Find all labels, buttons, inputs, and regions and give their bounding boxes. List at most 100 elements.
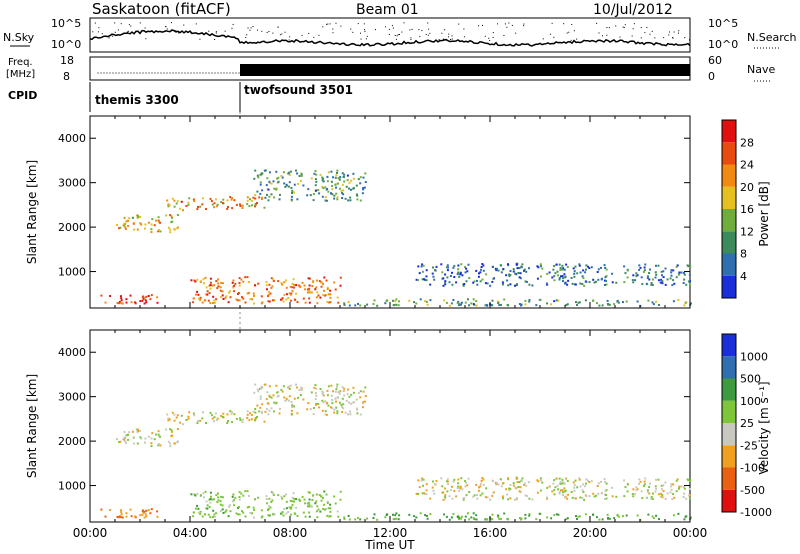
power-echo-cell: [193, 200, 196, 203]
power-echo-cell: [435, 265, 438, 268]
power-echo-cell: [336, 182, 339, 185]
power-echo-cell: [613, 303, 616, 306]
velocity-echo-cell: [611, 486, 614, 489]
velocity-echo-cell: [119, 440, 122, 443]
power-echo-cell: [660, 270, 663, 273]
velocity-echo-cell: [196, 504, 199, 507]
velocity-echo-cell: [445, 515, 448, 518]
power-echo-cell: [125, 220, 128, 223]
noise-right-tick-bottom: 10^0: [708, 38, 738, 51]
velocity-echo-cell: [518, 517, 521, 519]
noise-search-dot: [250, 27, 252, 29]
power-echo-cell: [147, 221, 150, 224]
velocity-echo-cell: [661, 496, 664, 499]
velocity-echo-cell: [584, 513, 587, 516]
velocity-echo-cell: [288, 387, 291, 390]
power-ytick-label: 1000: [58, 266, 86, 279]
velocity-echo-cell: [475, 514, 478, 517]
power-echo-cell: [129, 294, 132, 297]
power-echo-cell: [254, 169, 257, 172]
velocity-echo-cell: [373, 513, 376, 516]
velocity-echo-cell: [623, 479, 626, 482]
velocity-echo-cell: [256, 388, 259, 391]
power-echo-cell: [282, 171, 285, 174]
power-echo-cell: [570, 277, 573, 279]
velocity-echo-cell: [216, 501, 219, 504]
power-echo-cell: [583, 284, 586, 287]
power-echo-cell: [491, 266, 494, 268]
velocity-echo-cell: [578, 515, 581, 518]
power-echo-cell: [213, 284, 216, 287]
power-echo-cell: [265, 281, 268, 284]
power-echo-cell: [216, 287, 219, 290]
velocity-echo-cell: [651, 498, 654, 500]
power-echo-cell: [559, 266, 562, 269]
velocity-echo-cell: [236, 513, 239, 516]
velocity-echo-cell: [364, 395, 367, 397]
velocity-echo-cell: [546, 497, 549, 500]
velocity-echo-cell: [413, 515, 416, 518]
velocity-echo-cell: [408, 513, 411, 516]
power-echo-cell: [207, 299, 210, 302]
power-echo-cell: [153, 224, 156, 227]
velocity-echo-cell: [267, 509, 269, 511]
noise-sky-line: [89, 29, 691, 47]
noise-search-dot: [503, 34, 505, 36]
velocity-echo-cell: [308, 498, 311, 501]
velocity-echo-cell: [308, 501, 311, 504]
power-echo-cell: [100, 294, 103, 297]
velocity-echo-cell: [279, 407, 281, 410]
power-echo-cell: [384, 302, 387, 305]
noise-search-dot: [144, 27, 146, 29]
power-echo-cell: [432, 266, 434, 269]
power-echo-cell: [464, 266, 466, 269]
power-echo-cell: [485, 303, 488, 306]
velocity-echo-cell: [133, 442, 136, 445]
noise-search-dot: [195, 23, 197, 25]
power-echo-cell: [615, 281, 618, 284]
power-echo-cell: [584, 299, 587, 302]
velocity-echo-cell: [261, 412, 263, 414]
velocity-echo-cell: [336, 412, 339, 415]
power-echo-cell: [432, 275, 435, 278]
power-echo-cell: [265, 284, 268, 287]
power-echo-cell: [150, 231, 153, 234]
power-echo-cell: [315, 173, 318, 176]
power-colorbar-frame: [721, 119, 737, 299]
power-echo-cell: [345, 185, 348, 188]
velocity-echo-cell: [670, 483, 673, 486]
power-echo-cell: [139, 222, 142, 225]
velocity-echo-cell: [689, 479, 692, 482]
power-echo-cell: [484, 304, 487, 307]
power-echo-cell: [170, 215, 173, 218]
power-echo-cell: [648, 278, 651, 281]
noise-search-dot: [190, 32, 192, 34]
noise-search-dot: [364, 29, 366, 31]
power-echo-cell: [376, 304, 379, 307]
velocity-echo-cell: [625, 514, 628, 517]
velocity-echo-cell: [296, 386, 299, 389]
power-echo-cell: [433, 278, 436, 281]
power-echo-cell: [330, 192, 332, 195]
velocity-echo-cell: [319, 510, 322, 513]
noise-search-dot: [508, 22, 510, 24]
power-echo-cell: [464, 271, 467, 274]
power-echo-cell: [212, 302, 214, 304]
power-echo-cell: [151, 218, 154, 221]
power-echo-cell: [554, 272, 557, 275]
noise-search-dot: [363, 23, 365, 25]
power-echo-cell: [124, 226, 127, 229]
power-echo-cell: [349, 199, 352, 202]
power-echo-cell: [563, 268, 566, 271]
power-echo-cell: [195, 293, 197, 296]
power-echo-cell: [347, 301, 350, 303]
power-echo-cell: [495, 269, 498, 272]
power-echo-cell: [342, 193, 345, 196]
velocity-echo-cell: [125, 515, 128, 518]
noise-search-dot: [261, 30, 263, 32]
power-echo-cell: [308, 290, 311, 293]
velocity-colorbar-label: Velocity [m s⁻¹]: [757, 381, 771, 474]
velocity-echo-cell: [125, 512, 128, 515]
power-echo-cell: [176, 214, 179, 216]
velocity-echo-cell: [252, 410, 255, 413]
